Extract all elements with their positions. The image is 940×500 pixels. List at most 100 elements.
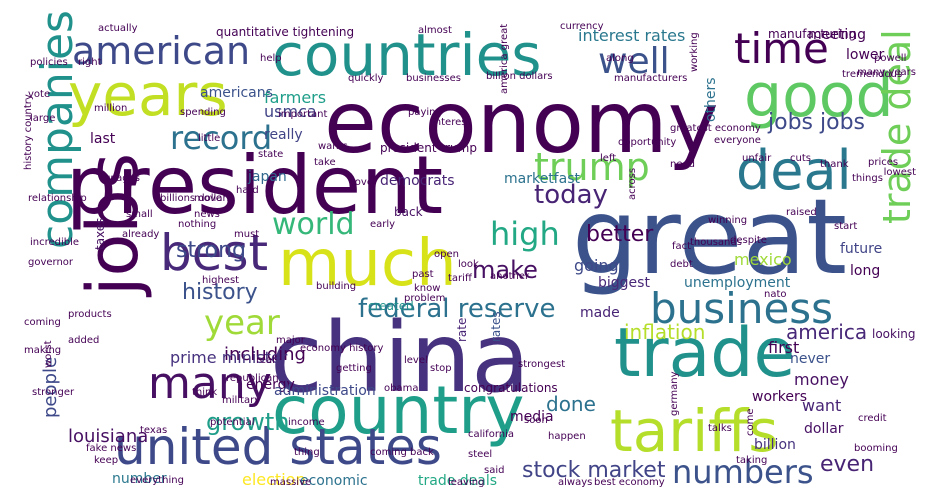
cloud-word-happen: happen — [548, 431, 586, 442]
cloud-word-high: high — [490, 215, 560, 253]
cloud-word-united-states: united states — [114, 418, 442, 476]
cloud-word-things: things — [852, 173, 883, 184]
cloud-word-time: time — [734, 24, 829, 73]
cloud-word-countries: countries — [272, 21, 542, 89]
cloud-word-raised: raised — [786, 207, 817, 218]
cloud-word-must: must — [234, 229, 260, 240]
cloud-word-republican: republican — [226, 373, 279, 384]
cloud-word-future: future — [840, 241, 883, 257]
cloud-word-income: income — [288, 417, 325, 428]
cloud-word-debt: debt — [670, 259, 693, 270]
cloud-word-added: added — [68, 335, 100, 346]
cloud-word-done: done — [546, 392, 596, 416]
cloud-word-major: major — [276, 335, 305, 346]
cloud-word-going: going — [574, 256, 619, 275]
cloud-word-think: think — [192, 387, 218, 398]
cloud-word-workers: workers — [752, 389, 808, 405]
cloud-word-businesses: businesses — [406, 73, 461, 84]
cloud-word-history-country: history country — [23, 94, 34, 170]
cloud-word-right: right — [78, 57, 102, 68]
cloud-word-help: help — [260, 53, 282, 64]
cloud-word-paying: paying — [408, 107, 442, 118]
cloud-word-economy: economy — [324, 73, 719, 173]
cloud-word-thousands: thousands — [690, 237, 742, 248]
cloud-word-well: well — [598, 41, 670, 82]
cloud-word-vote: vote — [28, 89, 51, 100]
cloud-word-americans: americans — [200, 85, 273, 101]
cloud-word-everything: everything — [130, 475, 184, 486]
cloud-word-lower: lower — [846, 47, 885, 63]
cloud-word-obama: obama — [384, 383, 419, 394]
cloud-word-china: china — [270, 302, 530, 414]
cloud-word-opportunity: opportunity — [618, 137, 677, 148]
cloud-word-california: california — [468, 429, 515, 440]
cloud-word-made: made — [580, 305, 620, 321]
cloud-word-problem: problem — [404, 293, 446, 304]
cloud-word-deal: deal — [736, 139, 852, 202]
cloud-word-including: including — [224, 344, 306, 365]
cloud-word-nothing: nothing — [178, 219, 217, 230]
cloud-word-thing: thing — [294, 447, 320, 458]
cloud-word-billions-dollars: billions dollars — [160, 193, 232, 204]
cloud-word-billion: billion — [754, 437, 796, 453]
cloud-word-credit: credit — [858, 413, 887, 424]
cloud-word-military: military — [222, 395, 261, 406]
cloud-word-others: others — [703, 77, 719, 122]
cloud-word-administration: administration — [274, 383, 376, 399]
cloud-word-president: president — [66, 139, 444, 232]
cloud-word-come: come — [745, 408, 756, 436]
cloud-word-tariffs: tariffs — [610, 397, 779, 465]
cloud-word-texas: texas — [140, 425, 168, 436]
cloud-word-past: past — [412, 269, 434, 280]
cloud-word-many: many — [148, 358, 272, 409]
cloud-word-said: said — [484, 465, 505, 476]
cloud-word-tremendous: tremendous — [842, 69, 903, 80]
cloud-word-meeting: meeting — [808, 27, 867, 43]
cloud-word-looking: looking — [872, 327, 916, 341]
cloud-word-never: never — [790, 351, 831, 367]
cloud-word-quantitative-tightening: quantitative tightening — [216, 25, 355, 39]
cloud-word-spending: spending — [180, 107, 226, 118]
cloud-word-steel: steel — [468, 449, 493, 460]
cloud-word-rate: rate — [455, 317, 469, 342]
cloud-word-soon: soon — [524, 415, 548, 426]
cloud-word-unfair: unfair — [742, 153, 772, 164]
cloud-word-long: long — [850, 263, 881, 279]
cloud-word-back: back — [394, 205, 423, 219]
cloud-word-million: million — [94, 103, 128, 114]
cloud-word-keep: keep — [94, 455, 119, 466]
cloud-word-numbers: numbers — [672, 453, 814, 491]
cloud-word-making: making — [24, 345, 62, 356]
word-cloud-canvas: economy china president great countries jobs t… — [23, 10, 919, 491]
cloud-word-economic: economic — [300, 473, 368, 489]
cloud-word-taxes: taxes — [93, 217, 107, 250]
cloud-word-farmers: farmers — [264, 88, 327, 107]
cloud-word-taking: taking — [736, 455, 768, 466]
cloud-word-governor: governor — [28, 257, 74, 268]
cloud-word-getting: getting — [336, 363, 372, 374]
cloud-word-american: american — [72, 29, 251, 73]
cloud-word-first: first — [768, 338, 800, 357]
cloud-word-manufacturing: manufacturing — [768, 27, 857, 41]
cloud-word-inflation: inflation — [624, 320, 706, 344]
cloud-word-strong: strong — [176, 238, 247, 263]
cloud-word-stock-market: stock market — [522, 458, 666, 483]
cloud-word-prices: prices — [868, 157, 899, 168]
cloud-word-much: much — [278, 227, 457, 301]
cloud-word-left: left — [600, 153, 617, 164]
cloud-word-even: even — [820, 452, 875, 477]
cloud-word-highest: highest — [202, 275, 240, 286]
cloud-word-interest: interest — [432, 117, 471, 128]
cloud-word-manufacturers: manufacturers — [614, 73, 688, 84]
cloud-word-incredible: incredible — [30, 237, 80, 248]
cloud-word-small: small — [126, 209, 153, 220]
cloud-word-open: open — [434, 249, 459, 260]
cloud-word-look: look — [458, 259, 479, 270]
cloud-word-trade-deals: trade deals — [418, 473, 498, 489]
cloud-word-wants: wants — [318, 141, 348, 152]
cloud-word-economy-history: economy history — [300, 343, 384, 354]
cloud-word-really: really — [264, 127, 303, 143]
cloud-word-fake-news: fake news — [86, 443, 137, 454]
cloud-word-already: already — [122, 229, 160, 240]
